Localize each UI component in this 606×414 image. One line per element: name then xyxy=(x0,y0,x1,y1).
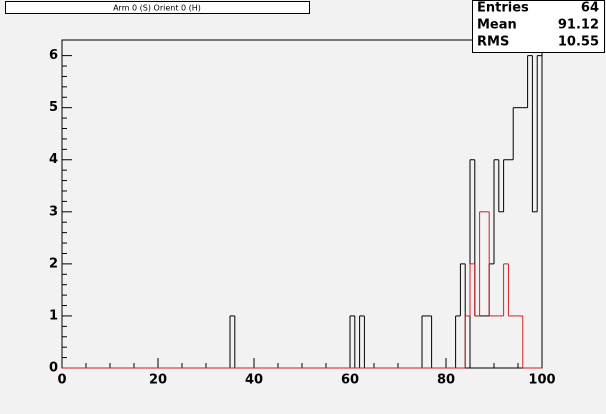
stat-value: 64 xyxy=(581,1,599,16)
x-tick-label: 100 xyxy=(528,373,555,388)
stat-label: RMS xyxy=(477,35,509,50)
x-tick-label: 40 xyxy=(245,373,263,388)
x-tick-label: 80 xyxy=(437,373,455,388)
y-tick-label: 4 xyxy=(49,152,58,167)
stats-box xyxy=(472,0,605,53)
y-tick-label: 2 xyxy=(49,256,58,271)
chart-title: Arm 0 (S) Orient 0 (H) xyxy=(113,4,201,13)
y-tick-label: 1 xyxy=(49,308,58,323)
plot-frame xyxy=(61,39,543,369)
y-tick-label: 6 xyxy=(49,48,58,63)
x-tick-label: 60 xyxy=(341,373,359,388)
y-tick-label: 3 xyxy=(49,204,58,219)
y-tick-label: 0 xyxy=(49,361,58,376)
stat-value: 10.55 xyxy=(558,35,599,50)
y-tick-label: 5 xyxy=(49,100,58,115)
x-tick-label: 20 xyxy=(149,373,167,388)
stat-label: Mean xyxy=(477,18,517,33)
title-box xyxy=(5,1,310,14)
stat-label: Entries xyxy=(477,1,529,16)
stat-value: 91.12 xyxy=(558,18,599,33)
x-tick-label: 0 xyxy=(57,373,66,388)
